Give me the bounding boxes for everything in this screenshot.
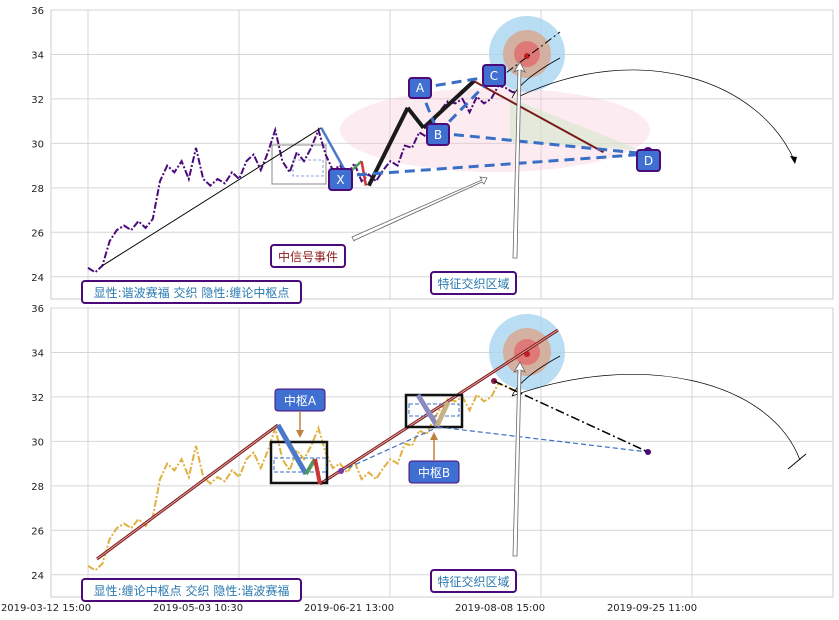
wave-segment [473,80,605,154]
legend-top-text: 显性:谐波赛福 交织 隐性:缠论中枢点 [94,285,290,300]
hollow-arrow-zone-top [512,61,526,259]
x-tick-label: 2019-05-03 10:30 [153,603,243,614]
bottom-y-tick-labels: 24 26 28 30 32 34 36 [31,304,44,582]
bottom-grid [51,307,833,597]
pivot-b-text: 中枢B [418,465,450,480]
hollow-arrow-signal [351,176,488,242]
feature-zone-label-bottom: 特征交织区域 [430,569,517,593]
y-tick-label: 32 [31,95,44,106]
arc-top [511,57,561,99]
curve-arrowhead-top [790,156,797,164]
signal-event-text: 中信号事件 [278,249,338,264]
pivot-b-wave [415,393,440,428]
y-tick-label: 34 [31,348,44,359]
y-tick-label: 30 [31,139,44,150]
pivot-a-wave [275,423,309,476]
green-wedge [510,98,640,150]
y-tick-label: 24 [31,571,44,582]
x-tick-label: 2019-08-08 15:00 [455,603,545,614]
point-b-text: B [434,128,442,142]
y-tick-label: 36 [31,304,44,315]
point-c-text: C [490,69,498,83]
point-x-text: X [336,173,344,187]
pivot-box-a [269,440,329,485]
curve-arrow-bottom [511,373,801,461]
top-panel: 24 26 28 30 32 34 36 [31,6,834,304]
x-tick-label: 2019-03-12 15:00 [1,603,91,614]
pivot-a-text: 中枢A [284,393,317,408]
blue-dash-2 [437,426,649,453]
price-line-top [87,84,521,274]
y-tick-label: 24 [31,273,44,284]
trend-line-2-inner [319,329,559,485]
pivot-box-a-inner [273,457,327,473]
y-tick-label: 34 [31,50,44,61]
arc-bottom [511,355,561,397]
x-tick-label: 2019-09-25 11:00 [607,603,697,614]
purple-dot-start [338,468,344,474]
point-d-text: D [644,154,653,168]
point-label-a: A [408,77,432,99]
point-label-b: B [426,123,450,146]
signal-event-label: 中信号事件 [270,244,346,268]
legend-bottom-text: 显性:缠论中枢点 交织 隐性:谐波赛福 [94,583,290,598]
pivot-a-pointer-head [296,430,304,438]
wave-segment [102,127,322,267]
x-axis-tick-labels: 2019-03-12 15:00 2019-05-03 10:30 2019-06-… [1,603,697,614]
consolidation-box-inner [292,159,324,177]
bottom-panel: 24 26 28 30 32 34 36 [31,304,834,602]
legend-top: 显性:谐波赛福 交织 隐性:缠论中枢点 [81,280,302,304]
curve-tee-bottom [787,453,807,470]
price-line-bottom [87,382,521,572]
pivot-b-wave-2 [434,400,451,428]
pivot-b-label: 中枢B [408,460,460,484]
hollow-arrow-zone-bottom [512,361,526,557]
y-tick-label: 28 [31,482,44,493]
y-tick-label: 36 [31,6,44,17]
wave-segment [320,127,349,176]
x-tick-label: 2019-06-21 13:00 [304,603,394,614]
consolidation-box [271,144,327,185]
blue-dash-1 [340,426,439,472]
pivot-a-label: 中枢A [274,388,326,412]
y-tick-label: 28 [31,184,44,195]
pivot-box-b [404,393,464,429]
legend-bottom: 显性:缠论中枢点 交织 隐性:谐波赛福 [81,578,302,602]
purple-dot-end [645,449,651,455]
feature-zone-label-top: 特征交织区域 [430,271,517,295]
point-label-x: X [328,168,353,191]
projection-line-top [493,31,561,83]
projection-line-bottom [493,380,649,453]
y-tick-label: 26 [31,228,44,239]
point-label-c: C [482,64,506,87]
pivot-a-wave-3 [313,458,322,485]
feature-zone-text-top: 特征交织区域 [437,276,509,291]
point-a-text: A [416,81,425,95]
wave-segment [406,106,426,130]
top-y-tick-labels: 24 26 28 30 32 34 36 [31,6,44,284]
feature-zone-ellipse [340,88,650,172]
target-center-dot [524,53,530,59]
curve-arrow-top [519,69,796,163]
pivot-b-pointer-head [430,432,438,440]
y-tick-label: 30 [31,437,44,448]
y-tick-label: 32 [31,393,44,404]
point-label-d: D [636,149,661,172]
pivot-box-b-inner [408,403,460,417]
y-tick-label: 26 [31,526,44,537]
trend-line-1-inner [96,424,279,560]
feature-zone-text-bottom: 特征交织区域 [437,574,509,589]
